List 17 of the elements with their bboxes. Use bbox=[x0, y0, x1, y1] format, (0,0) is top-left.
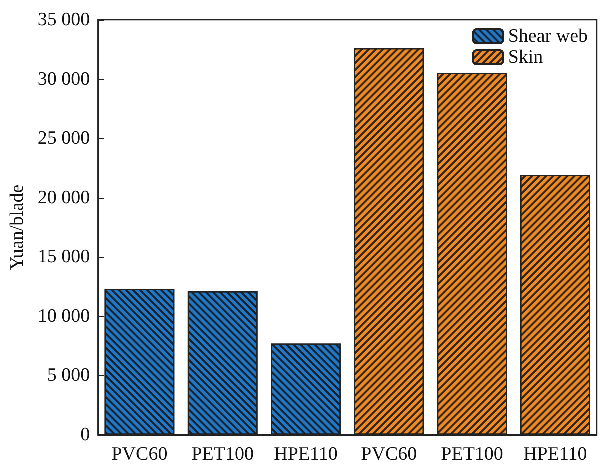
y-axis-title: Yuan/blade bbox=[7, 184, 28, 270]
legend-label: Shear web bbox=[508, 26, 588, 47]
y-tick-label: 25 000 bbox=[38, 128, 90, 150]
y-tick-label: 30 000 bbox=[38, 68, 90, 90]
y-tick-label: 20 000 bbox=[38, 187, 90, 208]
y-tick-label: 35 000 bbox=[38, 10, 90, 30]
y-tick-label: 5 000 bbox=[47, 365, 90, 386]
legend-label: Skin bbox=[508, 47, 544, 68]
x-tick-label: HPE110 bbox=[274, 444, 338, 465]
y-tick-label: 0 bbox=[80, 424, 90, 446]
x-tick-label: HPE110 bbox=[524, 444, 588, 465]
x-tick-label: PVC60 bbox=[361, 444, 418, 465]
y-tick-label: 15 000 bbox=[38, 246, 90, 268]
y-tick-label: 10 000 bbox=[38, 306, 90, 327]
x-tick-label: PET100 bbox=[192, 444, 254, 465]
x-tick-label: PVC60 bbox=[112, 444, 168, 465]
x-tick-label: PET100 bbox=[441, 444, 504, 465]
